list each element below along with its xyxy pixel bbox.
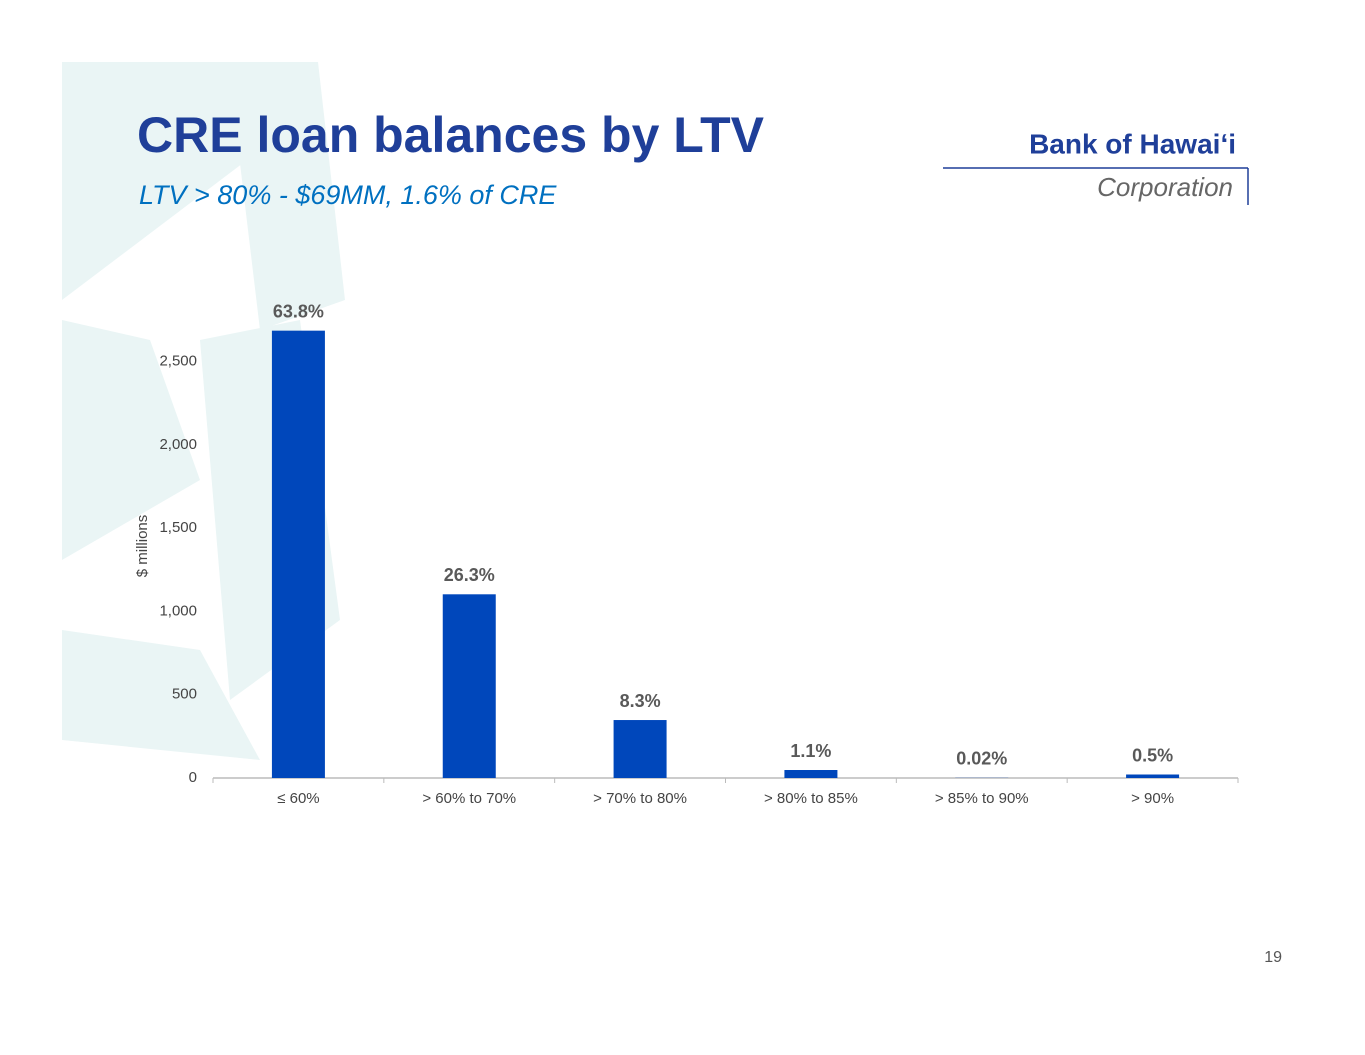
data-label: 0.5% — [1132, 745, 1173, 765]
bar — [271, 330, 325, 778]
logo-sub: Corporation — [1097, 172, 1233, 202]
title: CRE loan balances by LTV — [137, 107, 765, 163]
data-label: 8.3% — [620, 691, 661, 711]
subtitle: LTV > 80% - $69MM, 1.6% of CRE — [139, 180, 557, 210]
y-tick-label: 1,500 — [159, 519, 197, 536]
bar — [1126, 774, 1180, 778]
y-tick-label: 500 — [172, 686, 197, 703]
x-tick-label: > 90% — [1131, 790, 1174, 807]
x-tick-label: ≤ 60% — [277, 790, 319, 807]
bar — [442, 594, 496, 778]
data-label: 1.1% — [790, 741, 831, 761]
logo: Bank of Hawaiʻi Corporation — [943, 128, 1249, 205]
logo-name: Bank of Hawaiʻi — [1029, 128, 1236, 159]
y-tick-label: 1,000 — [159, 602, 197, 619]
x-tick-label: > 60% to 70% — [422, 790, 516, 807]
y-tick-label: 0 — [189, 769, 197, 786]
data-label: 63.8% — [273, 301, 324, 321]
x-tick-label: > 80% to 85% — [764, 790, 858, 807]
x-tick-label: > 85% to 90% — [935, 790, 1029, 807]
data-label: 0.02% — [956, 749, 1007, 769]
y-tick-label: 2,000 — [159, 436, 197, 453]
bar — [784, 770, 838, 778]
x-tick-label: > 70% to 80% — [593, 790, 687, 807]
bar — [613, 720, 667, 778]
data-label: 26.3% — [444, 565, 495, 585]
y-tick-label: 2,500 — [159, 353, 197, 370]
plot: 0 500 1,000 1,500 2,000 2,500 ≤ 60% 63.8% > 60% … — [159, 301, 1239, 807]
y-axis-label: $ millions — [134, 515, 151, 578]
page-number: 19 — [1264, 949, 1282, 966]
